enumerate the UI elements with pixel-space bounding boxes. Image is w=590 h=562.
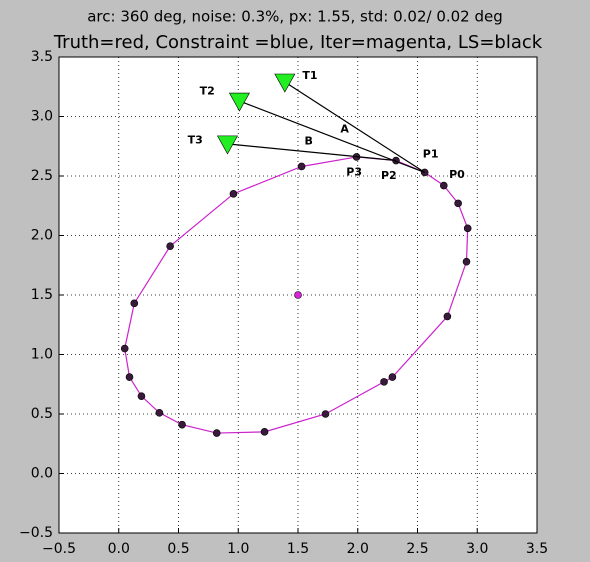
y-tick-label: 2.5 [31,168,53,184]
line [284,81,425,173]
y-tick-label: 3.5 [31,49,53,65]
point [178,420,186,429]
point [439,181,448,190]
point [130,299,139,308]
x-tick-label: 3.5 [526,541,548,557]
triangle-marker [228,92,250,112]
point [212,429,221,437]
point [155,409,164,417]
annotation: P2 [381,169,397,182]
annotation: B [305,134,313,147]
point [260,428,269,436]
y-tick-label: 0.5 [31,406,53,422]
point [454,199,462,208]
x-tick-label: 3.0 [466,541,488,557]
plot-frame [58,56,538,534]
annotation: P0 [449,168,465,181]
point [297,162,306,171]
point [443,312,452,321]
y-tick-label: 0.0 [31,466,53,482]
triangle-marker [274,73,296,93]
point [462,257,471,266]
x-tick-label: 1.5 [287,541,309,557]
annotation: T3 [188,133,203,146]
point [380,378,388,386]
point [137,392,146,400]
chart-title: arc: 360 deg, noise: 0.3%, px: 1.55, std… [87,8,503,26]
x-tick-label: 2.0 [347,541,369,557]
point [120,344,129,353]
x-tick-label: 1.0 [227,541,249,557]
annotation: A [340,123,349,136]
annotation: T1 [302,69,317,82]
x-tick-label: −0.5 [42,541,76,557]
point [294,291,302,299]
annotation: P1 [423,148,439,161]
point [463,224,472,233]
triangle-marker [216,135,239,155]
chart-subtitle: Truth=red, Constraint =blue, Iter=magent… [53,32,543,53]
annotation: T2 [200,85,215,98]
point [125,373,134,381]
y-tick-label: 1.0 [31,347,53,363]
y-tick-label: 2.0 [31,228,53,244]
x-tick-label: 2.5 [406,541,428,557]
line [227,143,397,162]
x-tick-label: 0.5 [167,541,189,557]
annotation: P3 [346,165,362,178]
y-tick-label: 1.5 [31,287,53,303]
y-tick-label: 3.0 [31,109,53,125]
point [388,373,397,381]
y-tick-label: −0.5 [19,525,53,541]
point [166,242,174,251]
point [321,410,330,418]
x-tick-label: 0.0 [108,541,130,557]
point [229,190,238,198]
